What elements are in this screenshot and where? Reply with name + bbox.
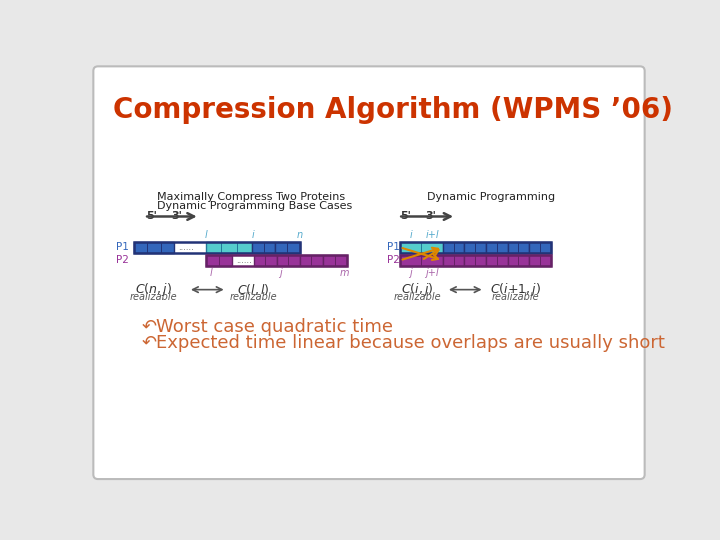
Bar xyxy=(486,255,508,266)
Text: Compression Algorithm (WPMS ’06): Compression Algorithm (WPMS ’06) xyxy=(113,96,673,124)
Text: 3': 3' xyxy=(426,212,436,221)
Bar xyxy=(275,242,300,253)
Bar xyxy=(276,255,300,266)
Text: 5': 5' xyxy=(145,212,156,221)
Text: P1: P1 xyxy=(387,242,400,252)
Text: Maximally Compress Two Proteins: Maximally Compress Two Proteins xyxy=(157,192,346,202)
Text: i+l: i+l xyxy=(426,230,439,240)
Text: $C(i{+}1,j)$: $C(i{+}1,j)$ xyxy=(490,281,541,298)
Text: Dynamic Programming: Dynamic Programming xyxy=(427,192,555,202)
Text: ......: ...... xyxy=(235,256,251,265)
Bar xyxy=(300,255,323,266)
Bar xyxy=(464,242,486,253)
Text: realizable: realizable xyxy=(130,292,177,302)
Text: m: m xyxy=(340,268,349,278)
Bar xyxy=(400,255,551,266)
Bar xyxy=(529,242,551,253)
Text: $C(i,j)$: $C(i,j)$ xyxy=(401,281,434,298)
Text: $C(n,j)$: $C(n,j)$ xyxy=(135,281,172,298)
Text: l: l xyxy=(204,230,207,240)
Bar xyxy=(400,242,551,253)
Text: Expected time linear because overlaps are usually short: Expected time linear because overlaps ar… xyxy=(156,334,665,352)
Text: ↶: ↶ xyxy=(142,334,157,352)
Bar xyxy=(400,255,443,266)
Text: 3': 3' xyxy=(171,212,182,221)
Bar xyxy=(206,255,348,266)
Text: realizable: realizable xyxy=(492,292,539,302)
Text: Dynamic Programming Base Cases: Dynamic Programming Base Cases xyxy=(157,201,353,211)
Text: i: i xyxy=(252,230,255,240)
Text: realizable: realizable xyxy=(230,292,277,302)
Bar xyxy=(529,255,551,266)
Text: i: i xyxy=(409,230,412,240)
Bar xyxy=(443,255,464,266)
Text: realizable: realizable xyxy=(394,292,441,302)
Bar xyxy=(134,242,300,253)
Bar xyxy=(508,255,529,266)
Bar xyxy=(134,242,174,253)
FancyBboxPatch shape xyxy=(94,66,644,479)
Text: Worst case quadratic time: Worst case quadratic time xyxy=(156,318,392,335)
Text: ↶: ↶ xyxy=(142,318,157,335)
Text: j+l: j+l xyxy=(426,268,439,278)
Text: n: n xyxy=(297,230,303,240)
Bar xyxy=(443,242,464,253)
Bar xyxy=(252,242,275,253)
Text: l: l xyxy=(210,268,212,278)
Text: 5': 5' xyxy=(400,212,410,221)
Text: P1: P1 xyxy=(117,242,130,252)
Text: P2: P2 xyxy=(117,255,130,265)
Bar xyxy=(206,242,252,253)
Bar xyxy=(253,255,276,266)
Text: j: j xyxy=(279,268,282,278)
Bar xyxy=(508,242,529,253)
Text: P2: P2 xyxy=(387,255,400,265)
Bar xyxy=(400,242,443,253)
Text: $C(l, l)$: $C(l, l)$ xyxy=(237,282,270,297)
Bar xyxy=(206,255,232,266)
Text: ......: ...... xyxy=(178,243,194,252)
Text: j: j xyxy=(409,268,412,278)
Bar xyxy=(464,255,486,266)
Bar xyxy=(486,242,508,253)
Bar xyxy=(323,255,348,266)
